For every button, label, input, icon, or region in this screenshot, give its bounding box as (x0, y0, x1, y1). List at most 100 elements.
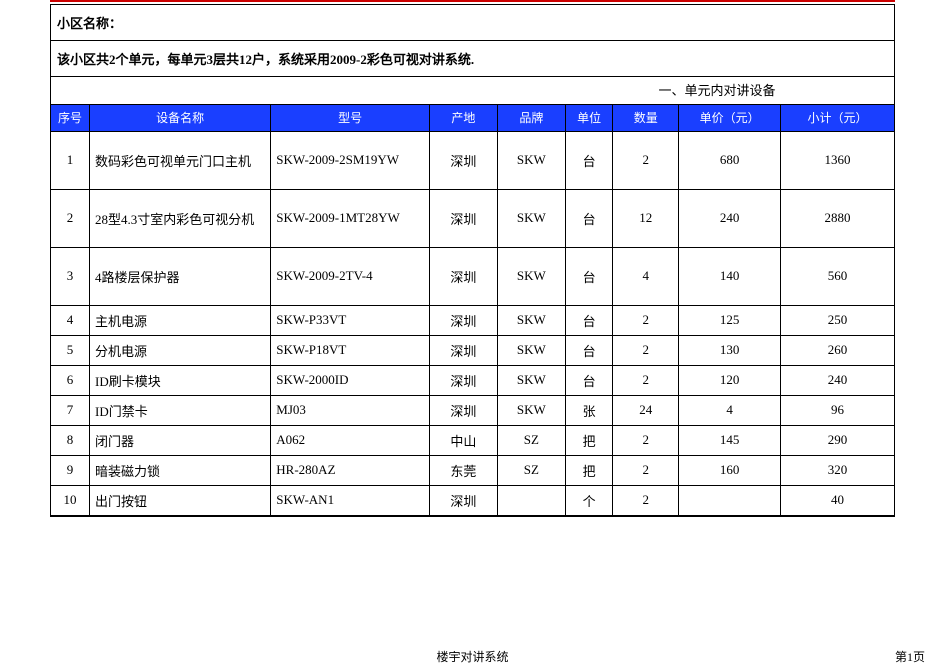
cell-model: SKW-2009-2SM19YW (271, 131, 430, 189)
document-inner: 小区名称： 该小区共2个单元，每单元3层共12户，系统采用2009-2彩色可视对… (50, 4, 895, 517)
table-row: 1数码彩色可视单元门口主机SKW-2009-2SM19YW深圳SKW台26801… (51, 131, 894, 189)
cell-unit: 台 (565, 189, 613, 247)
cell-qty: 2 (613, 305, 679, 335)
cell-unit: 台 (565, 247, 613, 305)
cell-seq: 8 (51, 425, 90, 455)
equipment-table: 序号 设备名称 型号 产地 品牌 单位 数量 单价（元） 小计（元） 1数码彩色… (51, 105, 894, 516)
cell-origin: 深圳 (429, 305, 497, 335)
table-row: 10出门按钮SKW-AN1深圳个240 (51, 485, 894, 515)
cell-brand: SZ (497, 455, 565, 485)
cell-model: SKW-2000ID (271, 365, 430, 395)
cell-subtotal: 250 (781, 305, 894, 335)
cell-subtotal: 260 (781, 335, 894, 365)
cell-origin: 东莞 (429, 455, 497, 485)
cell-seq: 2 (51, 189, 90, 247)
cell-name: 28型4.3寸室内彩色可视分机 (90, 189, 271, 247)
table-row: 7ID门禁卡MJ03深圳SKW张24496 (51, 395, 894, 425)
cell-model: SKW-2009-2TV-4 (271, 247, 430, 305)
cell-subtotal: 320 (781, 455, 894, 485)
table-row: 4主机电源SKW-P33VT深圳SKW台2125250 (51, 305, 894, 335)
cell-qty: 2 (613, 335, 679, 365)
cell-model: A062 (271, 425, 430, 455)
cell-seq: 3 (51, 247, 90, 305)
cell-origin: 深圳 (429, 485, 497, 515)
community-name-row: 小区名称： (51, 5, 894, 41)
cell-subtotal: 240 (781, 365, 894, 395)
community-name-label: 小区名称： (57, 16, 122, 31)
cell-seq: 5 (51, 335, 90, 365)
cell-brand: SKW (497, 395, 565, 425)
table-body: 1数码彩色可视单元门口主机SKW-2009-2SM19YW深圳SKW台26801… (51, 131, 894, 515)
cell-name: 数码彩色可视单元门口主机 (90, 131, 271, 189)
cell-unit: 台 (565, 131, 613, 189)
cell-brand: SKW (497, 131, 565, 189)
table-row: 228型4.3寸室内彩色可视分机SKW-2009-1MT28YW深圳SKW台12… (51, 189, 894, 247)
table-row: 6ID刷卡模块SKW-2000ID深圳SKW台2120240 (51, 365, 894, 395)
col-header-model: 型号 (271, 105, 430, 131)
cell-price: 240 (679, 189, 781, 247)
cell-model: SKW-2009-1MT28YW (271, 189, 430, 247)
cell-qty: 24 (613, 395, 679, 425)
cell-origin: 深圳 (429, 247, 497, 305)
cell-seq: 4 (51, 305, 90, 335)
cell-name: 暗装磁力锁 (90, 455, 271, 485)
cell-brand (497, 485, 565, 515)
cell-origin: 深圳 (429, 365, 497, 395)
section-title-row: 一、单元内对讲设备 (51, 77, 894, 105)
cell-seq: 1 (51, 131, 90, 189)
cell-unit: 台 (565, 305, 613, 335)
col-header-unit: 单位 (565, 105, 613, 131)
cell-origin: 深圳 (429, 131, 497, 189)
col-header-name: 设备名称 (90, 105, 271, 131)
cell-seq: 10 (51, 485, 90, 515)
cell-brand: SKW (497, 189, 565, 247)
cell-subtotal: 40 (781, 485, 894, 515)
cell-qty: 2 (613, 425, 679, 455)
table-row: 8闭门器A062中山SZ把2145290 (51, 425, 894, 455)
cell-subtotal: 2880 (781, 189, 894, 247)
cell-brand: SZ (497, 425, 565, 455)
col-header-brand: 品牌 (497, 105, 565, 131)
cell-unit: 把 (565, 425, 613, 455)
col-header-subtotal: 小计（元） (781, 105, 894, 131)
cell-name: ID门禁卡 (90, 395, 271, 425)
cell-origin: 深圳 (429, 189, 497, 247)
cell-name: 分机电源 (90, 335, 271, 365)
table-row: 5分机电源SKW-P18VT深圳SKW台2130260 (51, 335, 894, 365)
cell-brand: SKW (497, 365, 565, 395)
cell-price: 140 (679, 247, 781, 305)
cell-qty: 2 (613, 131, 679, 189)
cell-subtotal: 560 (781, 247, 894, 305)
cell-qty: 2 (613, 365, 679, 395)
cell-origin: 中山 (429, 425, 497, 455)
cell-qty: 2 (613, 485, 679, 515)
cell-model: SKW-P33VT (271, 305, 430, 335)
table-row: 9暗装磁力锁HR-280AZ东莞SZ把2160320 (51, 455, 894, 485)
cell-brand: SKW (497, 305, 565, 335)
cell-unit: 个 (565, 485, 613, 515)
cell-seq: 7 (51, 395, 90, 425)
cell-brand: SKW (497, 247, 565, 305)
footer-center: 楼宇对讲系统 (0, 648, 945, 665)
cell-name: 主机电源 (90, 305, 271, 335)
cell-model: HR-280AZ (271, 455, 430, 485)
cell-price: 680 (679, 131, 781, 189)
col-header-seq: 序号 (51, 105, 90, 131)
cell-price: 160 (679, 455, 781, 485)
cell-unit: 把 (565, 455, 613, 485)
cell-name: 4路楼层保护器 (90, 247, 271, 305)
cell-qty: 2 (613, 455, 679, 485)
cell-seq: 9 (51, 455, 90, 485)
table-header-row: 序号 设备名称 型号 产地 品牌 单位 数量 单价（元） 小计（元） (51, 105, 894, 131)
cell-origin: 深圳 (429, 335, 497, 365)
cell-price: 125 (679, 305, 781, 335)
cell-model: SKW-AN1 (271, 485, 430, 515)
community-description-row: 该小区共2个单元，每单元3层共12户，系统采用2009-2彩色可视对讲系统. (51, 41, 894, 77)
cell-subtotal: 290 (781, 425, 894, 455)
cell-name: 闭门器 (90, 425, 271, 455)
section-title: 一、单元内对讲设备 (658, 77, 775, 105)
document-root: 小区名称： 该小区共2个单元，每单元3层共12户，系统采用2009-2彩色可视对… (50, 0, 895, 517)
community-description: 该小区共2个单元，每单元3层共12户，系统采用2009-2彩色可视对讲系统. (57, 52, 474, 67)
cell-model: SKW-P18VT (271, 335, 430, 365)
cell-name: ID刷卡模块 (90, 365, 271, 395)
